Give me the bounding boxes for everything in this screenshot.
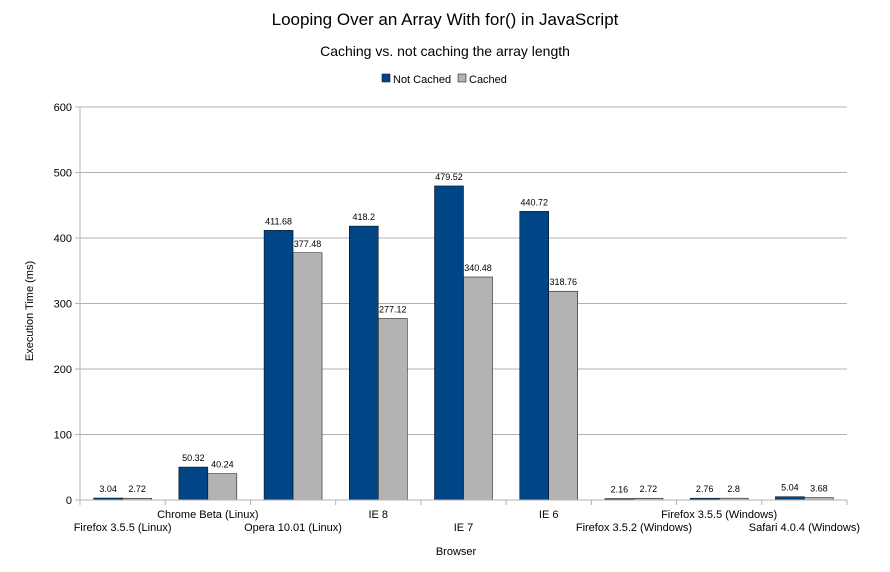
- data-label-cached-ie-8: 277.12: [379, 304, 407, 314]
- legend-swatch-cached: [457, 73, 467, 83]
- data-label-not-cached-ie-7: 479.52: [435, 172, 463, 182]
- data-label-not-cached-opera-10-01-linux: 411.68: [265, 216, 292, 226]
- x-tick-label-firefox-3-5-5-windows: Firefox 3.5.5 (Windows): [661, 509, 777, 521]
- data-label-not-cached-ie-6: 440.72: [520, 197, 548, 207]
- data-labels: 3.04 2.72 50.32 40.24 411.68 377.48 418.2 277.1…: [99, 172, 827, 495]
- x-axis-ticks: Firefox 3.5.5 (Linux)Chrome Beta (Linux)…: [74, 500, 860, 534]
- data-label-not-cached-firefox-3-5-5-linux: 3.04: [99, 484, 117, 494]
- data-label-not-cached-firefox-3-5-2-windows: 2.16: [611, 485, 629, 495]
- chart-subtitle: Caching vs. not caching the array length: [320, 43, 570, 59]
- y-tick-label: 600: [54, 102, 72, 114]
- legend-label-not-cached: Not Cached: [393, 74, 451, 86]
- chart-title: Looping Over an Array With for() in Java…: [272, 10, 619, 29]
- bar-cached-ie-8: [378, 318, 408, 501]
- y-tick-label: 500: [54, 168, 72, 180]
- bar-not-cached-chrome-beta-linux: [178, 466, 209, 501]
- data-label-cached-firefox-3-5-2-windows: 2.72: [640, 484, 658, 494]
- x-tick-label-ie-6: IE 6: [539, 509, 559, 521]
- data-label-not-cached-safari-4-0-4-windows: 5.04: [781, 483, 799, 493]
- y-tick-label: 100: [54, 430, 72, 442]
- legend-label-cached: Cached: [469, 74, 507, 86]
- bar-not-cached-ie-6: [519, 211, 549, 501]
- data-label-not-cached-ie-8: 418.2: [353, 212, 376, 222]
- bar-not-cached-opera-10-01-linux: [263, 230, 294, 501]
- bars: [93, 185, 834, 501]
- y-tick-label: 0: [66, 495, 72, 507]
- data-label-not-cached-chrome-beta-linux: 50.32: [182, 453, 205, 463]
- bar-cached-chrome-beta-linux: [207, 473, 238, 501]
- data-label-cached-ie-6: 318.76: [549, 277, 577, 287]
- y-tick-label: 400: [54, 233, 72, 245]
- x-tick-label-safari-4-0-4-windows: Safari 4.0.4 (Windows): [749, 522, 860, 534]
- data-label-cached-ie-7: 340.48: [464, 263, 492, 273]
- y-axis-label: Execution Time (ms): [24, 261, 36, 361]
- x-axis-label: Browser: [436, 546, 477, 558]
- data-label-not-cached-firefox-3-5-5-windows: 2.76: [696, 484, 714, 494]
- data-label-cached-safari-4-0-4-windows: 3.68: [810, 484, 828, 494]
- data-label-cached-opera-10-01-linux: 377.48: [294, 239, 322, 249]
- y-tick-label: 200: [54, 364, 72, 376]
- y-axis-ticks: 0 100 200 300 400 500 600: [54, 102, 80, 507]
- bar-cached-opera-10-01-linux: [292, 252, 323, 501]
- data-label-cached-firefox-3-5-5-windows: 2.8: [727, 484, 740, 494]
- bar-not-cached-ie-7: [434, 185, 464, 501]
- data-label-cached-firefox-3-5-5-linux: 2.72: [128, 484, 146, 494]
- bar-cached-ie-6: [548, 290, 578, 501]
- y-tick-label: 300: [54, 299, 72, 311]
- x-tick-label-opera-10-01-linux: Opera 10.01 (Linux): [244, 522, 342, 534]
- bar-cached-ie-7: [463, 276, 493, 501]
- x-tick-label-ie-8: IE 8: [368, 509, 388, 521]
- x-tick-label-ie-7: IE 7: [454, 522, 474, 534]
- legend-swatch-not-cached: [381, 73, 391, 83]
- data-label-cached-chrome-beta-linux: 40.24: [211, 460, 234, 470]
- bar-not-cached-ie-8: [349, 225, 379, 501]
- x-tick-label-chrome-beta-linux: Chrome Beta (Linux): [157, 509, 259, 521]
- x-tick-label-firefox-3-5-2-windows: Firefox 3.5.2 (Windows): [576, 522, 692, 534]
- legend: Not Cached Cached: [381, 73, 507, 86]
- x-tick-label-firefox-3-5-5-linux: Firefox 3.5.5 (Linux): [74, 522, 172, 534]
